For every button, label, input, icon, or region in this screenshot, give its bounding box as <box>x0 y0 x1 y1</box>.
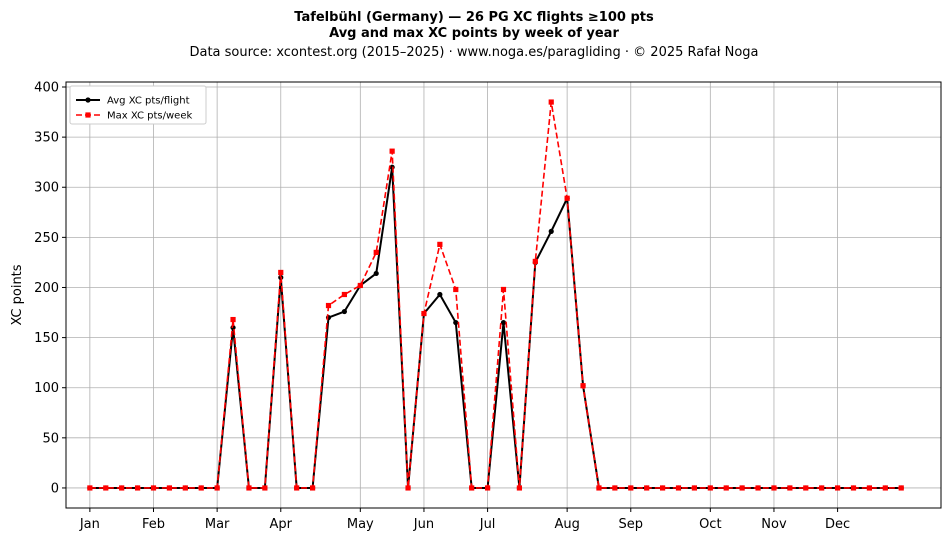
x-tick-label: Nov <box>761 517 787 532</box>
max-data-point <box>707 485 713 491</box>
legend: Avg XC pts/flight Max XC pts/week <box>69 85 207 125</box>
y-tick-label: 400 <box>34 81 59 96</box>
x-tick-label: Dec <box>825 517 850 532</box>
x-tick-label: Jul <box>479 517 496 532</box>
max-data-point <box>469 485 475 491</box>
max-data-point <box>866 485 873 491</box>
max-data-point <box>437 241 443 247</box>
max-data-point <box>484 485 491 491</box>
avg-data-point <box>548 228 554 234</box>
max-data-point <box>294 485 300 491</box>
chart-subtitle: Data source: xcontest.org (2015–2025) · … <box>189 45 758 60</box>
max-data-point <box>373 249 379 255</box>
avg-data-point <box>453 319 459 326</box>
x-tick-label: Jan <box>79 517 100 532</box>
max-data-point <box>850 485 857 491</box>
y-tick-label: 250 <box>34 231 59 246</box>
y-axis-label: XC points <box>10 264 25 325</box>
max-data-point <box>500 286 507 293</box>
max-data-point <box>341 291 348 298</box>
max-data-point <box>87 485 93 491</box>
max-data-point <box>246 485 252 491</box>
y-tick-label: 50 <box>42 431 59 446</box>
y-tick-label: 0 <box>51 481 59 496</box>
legend-label-max: Max XC pts/week <box>107 111 192 122</box>
axis-ticks: 0 50 100 150 200 250 300 350 400 Jan Feb Mar Apr May J… <box>34 81 850 532</box>
max-data-point <box>119 485 125 491</box>
max-data-point <box>612 485 618 491</box>
max-data-point <box>182 485 188 491</box>
max-data-point <box>325 302 332 309</box>
max-data-point <box>262 485 268 491</box>
legend-marker-max <box>85 112 91 118</box>
avg-series-line <box>89 166 902 489</box>
max-data-point <box>580 383 586 389</box>
max-data-point <box>644 485 650 491</box>
plot-frame <box>65 81 942 509</box>
avg-data-point <box>373 270 379 277</box>
max-data-point <box>166 485 173 491</box>
x-tick-label: May <box>347 517 374 532</box>
max-data-point <box>675 485 682 491</box>
max-data-point <box>516 485 523 491</box>
max-data-point <box>214 485 220 491</box>
max-data-point <box>421 310 427 317</box>
max-data-point <box>405 485 411 491</box>
avg-data-point <box>341 308 348 315</box>
legend-marker-avg <box>85 97 91 103</box>
y-tick-label: 300 <box>34 181 59 196</box>
max-data-point <box>771 485 777 491</box>
max-data-point <box>198 485 204 491</box>
max-data-point <box>659 485 666 491</box>
max-data-point <box>564 195 570 201</box>
max-data-point <box>150 485 157 491</box>
y-tick-label: 100 <box>34 381 59 396</box>
max-data-point <box>596 485 602 491</box>
y-tick-label: 150 <box>34 331 59 346</box>
avg-data-point <box>500 319 507 326</box>
max-data-point <box>309 485 316 491</box>
max-data-point <box>532 258 538 265</box>
max-series-line <box>89 101 902 489</box>
x-tick-label: Aug <box>554 517 579 532</box>
legend-label-avg: Avg XC pts/flight <box>107 96 190 107</box>
x-tick-label: Mar <box>205 517 230 532</box>
max-data-point <box>723 485 729 491</box>
max-data-point <box>739 485 745 491</box>
max-data-point <box>898 485 904 491</box>
max-data-point <box>103 485 109 491</box>
max-data-point <box>882 485 888 491</box>
max-data-point <box>548 99 554 105</box>
max-data-point <box>628 485 634 491</box>
max-data-point <box>787 485 793 491</box>
avg-data-point <box>437 291 443 298</box>
x-tick-label: Feb <box>142 517 165 532</box>
max-data-point <box>357 282 363 289</box>
x-tick-label: Oct <box>699 517 721 532</box>
max-data-point <box>691 485 698 491</box>
legend-box <box>69 85 207 125</box>
x-tick-label: Sep <box>619 517 644 532</box>
chart-title-line2: Avg and max XC points by week of year <box>329 26 619 41</box>
plot-series <box>87 99 904 491</box>
x-tick-label: Jun <box>413 517 434 532</box>
max-data-point <box>755 485 761 491</box>
max-data-point <box>819 485 825 491</box>
x-tick-label: Apr <box>270 517 293 532</box>
y-tick-label: 200 <box>34 281 59 296</box>
max-data-point <box>278 269 284 276</box>
max-data-point <box>134 485 141 491</box>
max-data-point <box>803 485 809 491</box>
max-data-point <box>230 316 236 323</box>
max-data-point <box>389 148 395 154</box>
max-data-point <box>453 286 459 293</box>
chart-title-line1: Tafelbühl (Germany) — 26 PG XC flights ≥… <box>294 10 654 25</box>
y-tick-label: 350 <box>34 131 59 146</box>
max-data-point <box>834 485 841 491</box>
